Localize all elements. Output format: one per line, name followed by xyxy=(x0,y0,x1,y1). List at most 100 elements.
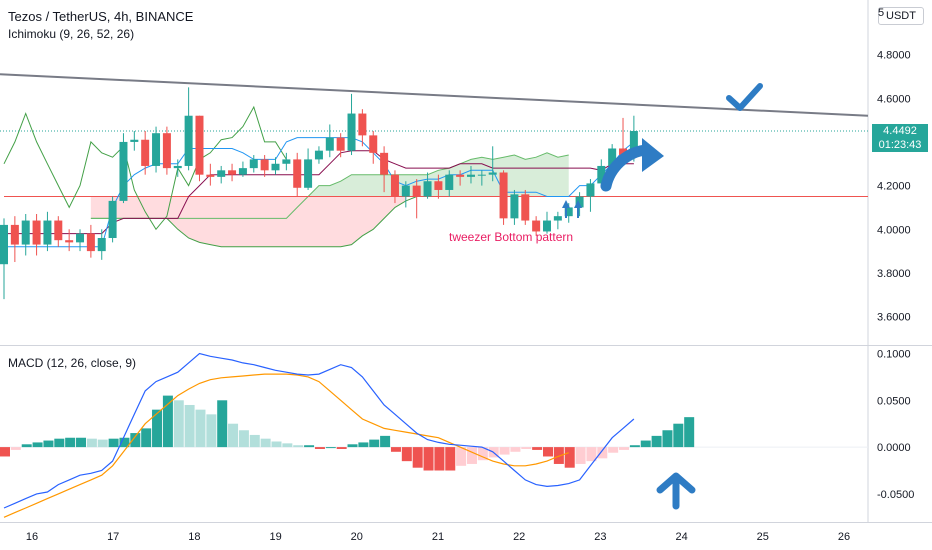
macd-histogram-bar xyxy=(564,447,575,468)
macd-histogram-bar xyxy=(260,438,271,448)
macd-histogram-bar xyxy=(369,439,380,448)
macd-histogram-bar xyxy=(586,447,597,462)
macd-signal-line xyxy=(3,373,569,518)
candle-body xyxy=(510,194,519,219)
macd-histogram-bar xyxy=(162,395,173,448)
macd-histogram-bar xyxy=(86,438,97,448)
currency-button[interactable]: USDT xyxy=(878,7,924,25)
macd-histogram-bar xyxy=(293,445,304,448)
candle-body xyxy=(466,174,475,177)
candle-body xyxy=(325,137,334,151)
candle-body xyxy=(575,196,584,208)
candle-body xyxy=(314,150,323,160)
candle-body xyxy=(97,238,106,252)
macd-histogram-bar xyxy=(282,443,293,448)
candle-body xyxy=(249,159,258,169)
macd-histogram-bar xyxy=(466,447,477,464)
candle-body xyxy=(54,220,63,241)
time-tick-label: 26 xyxy=(838,531,850,543)
macd-histogram-bar xyxy=(640,440,651,448)
candle-body xyxy=(521,194,530,221)
candle-body xyxy=(21,220,30,245)
macd-histogram-bar xyxy=(521,447,532,449)
time-tick-label: 22 xyxy=(513,531,525,543)
candle-body xyxy=(304,159,313,188)
candle-body xyxy=(130,139,139,142)
macd-histogram-bar xyxy=(510,447,521,452)
macd-histogram-bar xyxy=(271,441,282,448)
time-tick-label: 17 xyxy=(107,531,119,543)
macd-histogram-bar xyxy=(173,400,184,448)
macd-histogram-bar xyxy=(228,423,239,448)
macd-histogram-bar xyxy=(608,447,619,453)
candle-body xyxy=(173,165,182,169)
macd-histogram-bar xyxy=(412,447,423,468)
candle-body xyxy=(271,163,280,171)
candle-body xyxy=(119,141,128,201)
macd-tick-label: 0.0500 xyxy=(877,395,911,407)
time-tick-label: 24 xyxy=(675,531,687,543)
candle-body xyxy=(10,224,19,245)
macd-histogram-bar xyxy=(304,445,315,448)
candle-body xyxy=(217,170,226,177)
macd-histogram-bar xyxy=(21,444,32,448)
candle-body xyxy=(141,139,150,166)
curved-arrow-head xyxy=(642,138,664,172)
candle-body xyxy=(543,220,551,232)
macd-histogram-bar xyxy=(184,404,195,448)
candle-body xyxy=(336,137,345,151)
small-up-arrow-head xyxy=(562,200,570,208)
price-tick-label: 4.2000 xyxy=(877,181,911,193)
candle-body xyxy=(65,240,74,243)
macd-histogram-bar xyxy=(662,430,673,448)
time-tick-label: 19 xyxy=(269,531,281,543)
macd-tick-label: 0.0000 xyxy=(877,442,911,454)
candle-body xyxy=(456,174,465,177)
macd-histogram-bar xyxy=(65,437,76,448)
macd-histogram-bar xyxy=(217,400,228,448)
bearish-cloud xyxy=(90,196,406,247)
chikou-span-line xyxy=(3,105,287,231)
macd-histogram-bar xyxy=(401,447,412,462)
candle-body xyxy=(293,159,302,188)
macd-line xyxy=(3,352,635,509)
candle-body xyxy=(162,133,171,169)
candle-body xyxy=(477,174,486,176)
macd-histogram-bar xyxy=(195,409,206,448)
candle-body xyxy=(532,220,541,232)
last-price-badge: 4.4492 xyxy=(872,124,928,138)
macd-histogram-bar xyxy=(206,414,217,448)
price-tick-label: 3.8000 xyxy=(877,268,911,280)
macd-histogram-bar xyxy=(54,438,65,448)
symbol-title: Tezos / TetherUS, 4h, BINANCE xyxy=(8,9,194,24)
candle-body xyxy=(76,233,85,243)
candle-body xyxy=(553,216,562,221)
macd-histogram-bar xyxy=(456,447,467,466)
time-tick-label: 21 xyxy=(432,531,444,543)
price-tick-label: 4.6000 xyxy=(877,93,911,105)
macd-histogram-bar xyxy=(575,447,586,464)
candle-body xyxy=(369,135,378,153)
time-tick-label: 25 xyxy=(757,531,769,543)
candle-body xyxy=(347,113,356,151)
candle-body xyxy=(228,170,237,175)
macd-histogram-bar xyxy=(76,437,87,448)
candle-body xyxy=(564,207,573,217)
macd-histogram-bar xyxy=(434,447,445,471)
candle-body xyxy=(619,148,628,156)
candle-body xyxy=(412,185,421,197)
candle-body xyxy=(238,168,247,175)
candle-body xyxy=(152,133,161,166)
check-mark-icon xyxy=(726,83,763,111)
macd-histogram-bar xyxy=(0,447,10,457)
price-tick-label: 3.6000 xyxy=(877,312,911,324)
macd-histogram-bar xyxy=(423,447,434,471)
macd-histogram-bar xyxy=(119,437,130,448)
macd-histogram-bar xyxy=(347,444,358,448)
candle-body xyxy=(629,131,638,156)
macd-histogram-bar xyxy=(477,447,488,461)
candle-body xyxy=(86,233,95,252)
time-tick-label: 23 xyxy=(594,531,606,543)
candle-body xyxy=(608,148,617,166)
candle-body xyxy=(43,220,52,245)
